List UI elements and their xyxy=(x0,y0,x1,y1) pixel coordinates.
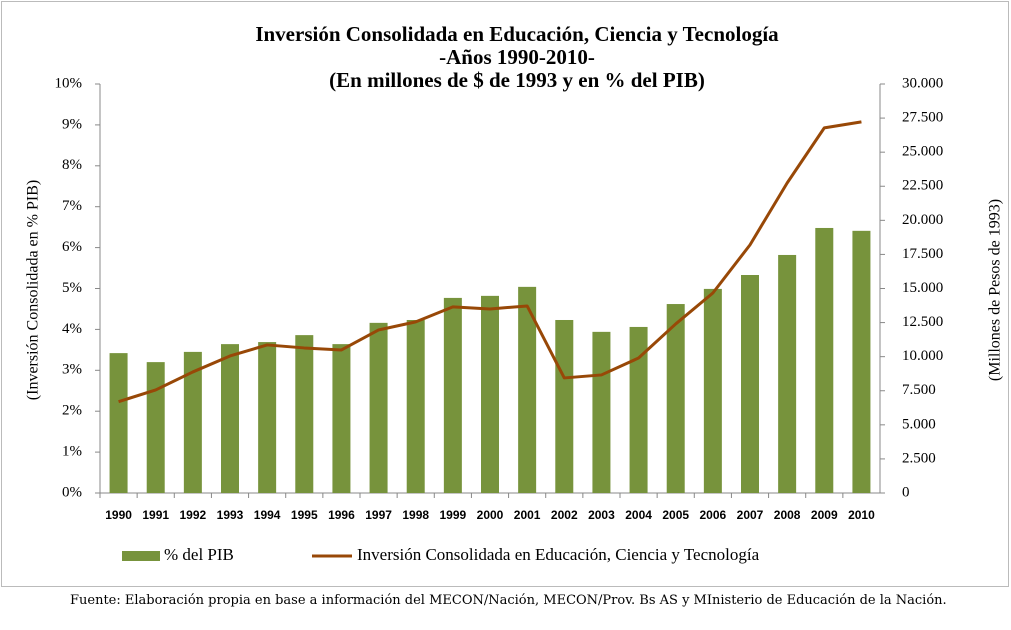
x-tick-label: 1994 xyxy=(254,508,281,522)
y-tick-label: 4% xyxy=(62,321,82,337)
legend-swatch xyxy=(122,551,160,561)
y-tick-label: 7% xyxy=(62,198,82,214)
bar xyxy=(109,353,128,493)
bar xyxy=(258,342,277,493)
y-tick-label: 9% xyxy=(62,116,82,132)
x-tick-label: 2006 xyxy=(700,508,727,522)
chart-subtitle: -Años 1990-2010- xyxy=(439,45,595,69)
y2-tick-label: 22.500 xyxy=(902,178,943,194)
y2-tick-label: 2.500 xyxy=(902,450,936,466)
y2-tick-label: 5.000 xyxy=(902,416,936,432)
legend-label: % del PIB xyxy=(164,545,234,564)
bar xyxy=(629,326,648,493)
x-tick-label: 2003 xyxy=(588,508,615,522)
y2-tick-label: 17.500 xyxy=(902,246,943,262)
bar xyxy=(815,227,834,493)
x-tick-label: 2007 xyxy=(737,508,764,522)
source-note: Fuente: Elaboración propia en base a inf… xyxy=(70,593,947,608)
x-tick-label: 2004 xyxy=(625,508,652,522)
x-tick-label: 1993 xyxy=(217,508,244,522)
x-tick-label: 2008 xyxy=(774,508,801,522)
bar xyxy=(369,322,388,493)
y2-tick-label: 27.500 xyxy=(902,110,943,126)
x-tick-label: 1991 xyxy=(142,508,169,522)
y-tick-label: 5% xyxy=(62,280,82,296)
y2-tick-label: 15.000 xyxy=(902,280,943,296)
x-tick-label: 2005 xyxy=(662,508,689,522)
x-tick-label: 1998 xyxy=(402,508,429,522)
bar xyxy=(332,344,351,493)
bar xyxy=(666,304,685,493)
x-tick-label: 1996 xyxy=(328,508,355,522)
bar xyxy=(778,254,797,493)
bar xyxy=(183,351,202,493)
y2-tick-label: 20.000 xyxy=(902,212,943,228)
y2-axis-label: (Millones de Pesos de 1993) xyxy=(987,199,1004,381)
x-tick-label: 2009 xyxy=(811,508,838,522)
y-tick-label: 10% xyxy=(55,75,83,91)
chart-border xyxy=(1,1,1009,587)
y-axis-label: (Inversión Consolidada en % PIB) xyxy=(25,180,42,400)
bar xyxy=(703,288,722,493)
x-tick-label: 1995 xyxy=(291,508,318,522)
y-tick-label: 2% xyxy=(62,403,82,419)
legend-label: Inversión Consolidada en Educación, Cien… xyxy=(357,545,760,564)
x-tick-label: 2002 xyxy=(551,508,578,522)
x-tick-label: 1992 xyxy=(180,508,207,522)
y2-tick-label: 12.500 xyxy=(902,314,943,330)
bar xyxy=(555,319,574,493)
x-tick-label: 1999 xyxy=(440,508,467,522)
y2-tick-label: 30.000 xyxy=(902,75,943,91)
bar xyxy=(406,319,425,493)
chart-title: Inversión Consolidada en Educación, Cien… xyxy=(255,22,779,46)
x-tick-label: 2010 xyxy=(848,508,875,522)
y2-tick-label: 7.500 xyxy=(902,382,936,398)
x-tick-label: 2000 xyxy=(477,508,504,522)
y-tick-label: 1% xyxy=(62,444,82,460)
y2-tick-label: 0 xyxy=(902,484,910,500)
bar xyxy=(221,344,239,493)
bar xyxy=(443,297,462,493)
x-tick-label: 1997 xyxy=(365,508,392,522)
bar xyxy=(146,362,165,493)
bar xyxy=(295,335,314,493)
bar xyxy=(481,295,499,493)
bar xyxy=(592,331,611,493)
chart-subtitle: (En millones de $ de 1993 y en % del PIB… xyxy=(329,68,705,92)
x-tick-label: 1990 xyxy=(105,508,132,522)
bar xyxy=(741,275,759,493)
y-tick-label: 8% xyxy=(62,157,82,173)
bar xyxy=(518,286,537,493)
y2-tick-label: 10.000 xyxy=(902,348,943,364)
y-tick-label: 6% xyxy=(62,239,82,255)
line xyxy=(118,120,862,404)
x-tick-label: 2001 xyxy=(514,508,541,522)
y-tick-label: 0% xyxy=(62,484,82,500)
y-tick-label: 3% xyxy=(62,362,82,378)
bar xyxy=(852,230,871,493)
y2-tick-label: 25.000 xyxy=(902,144,943,160)
